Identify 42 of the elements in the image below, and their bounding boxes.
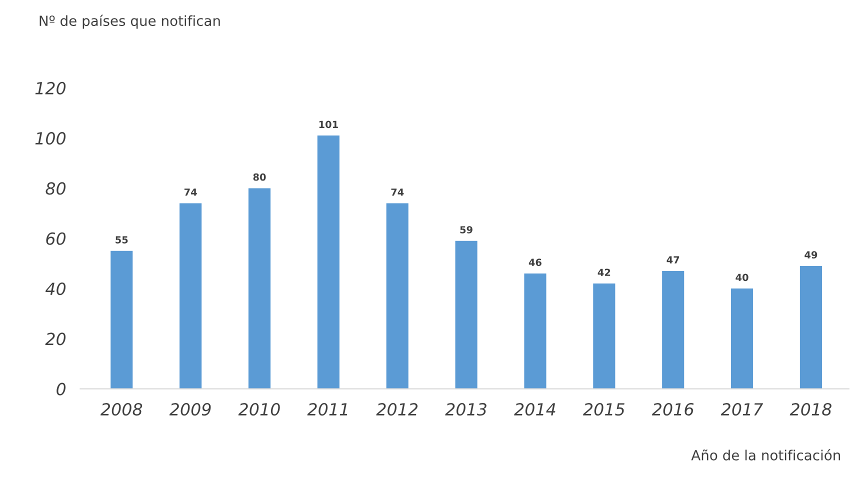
data-label: 49 xyxy=(804,251,818,259)
bar xyxy=(731,288,754,389)
data-label: 40 xyxy=(736,274,748,282)
bar xyxy=(662,270,684,389)
bar xyxy=(317,136,340,389)
y-tick-label: 20 xyxy=(45,332,66,346)
data-label: 80 xyxy=(253,173,266,181)
y-tick-label: 40 xyxy=(45,282,66,296)
bar xyxy=(386,203,408,389)
x-tick-label: 2017 xyxy=(720,403,764,416)
y-tick-label: 120 xyxy=(35,82,66,94)
x-tick-label: 2012 xyxy=(376,403,418,416)
x-tick-label: 2016 xyxy=(652,403,694,416)
x-tick-label: 2010 xyxy=(238,403,280,416)
bar xyxy=(180,203,202,389)
x-tick-label: 2015 xyxy=(583,403,624,416)
bar xyxy=(593,283,616,389)
data-label: 46 xyxy=(528,258,542,266)
y-tick-label: 60 xyxy=(46,232,66,245)
data-label: 74 xyxy=(184,188,197,196)
y-tick-label: 80 xyxy=(46,182,66,195)
data-label: 74 xyxy=(391,188,404,196)
data-label: 55 xyxy=(116,236,128,244)
bar xyxy=(524,273,546,389)
bar xyxy=(455,240,478,389)
x-tick-label: 2018 xyxy=(790,403,832,416)
y-axis-title: Nº de países que notifican xyxy=(40,14,220,29)
x-tick-label: 2009 xyxy=(169,403,211,416)
bar xyxy=(110,250,133,389)
x-tick-label: 2011 xyxy=(307,403,348,416)
x-tick-label: 2008 xyxy=(100,403,142,416)
x-tick-label: 2014 xyxy=(514,403,556,416)
bar xyxy=(800,266,822,389)
data-label: 47 xyxy=(666,256,680,264)
data-label: 42 xyxy=(598,268,610,276)
data-label: 101 xyxy=(319,120,338,128)
y-tick-label: 0 xyxy=(56,382,66,396)
x-tick-label: 2013 xyxy=(445,403,486,416)
data-label: 59 xyxy=(460,226,472,234)
y-tick-label: 100 xyxy=(35,132,66,145)
bar xyxy=(248,188,271,389)
x-axis-title: Año de la notificación xyxy=(691,449,840,460)
